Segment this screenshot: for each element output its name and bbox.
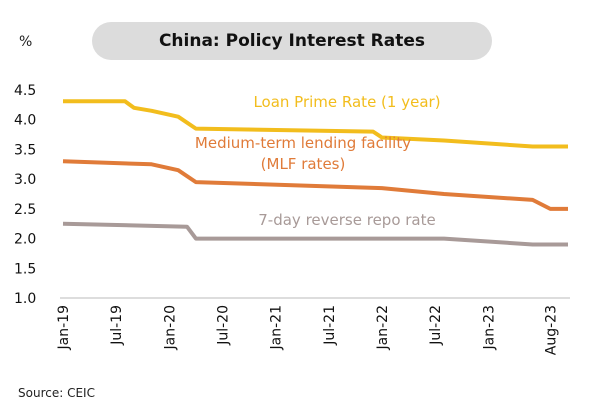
y-tick-label: 3.5	[14, 142, 36, 158]
source-note: Source: CEIC	[18, 386, 95, 400]
series-label-0: Loan Prime Rate (1 year)	[253, 93, 440, 111]
y-tick-label: 4.5	[14, 83, 36, 99]
series-line-1	[62, 159, 568, 211]
series-line-2	[62, 221, 568, 247]
y-tick-label: 4.0	[14, 113, 36, 129]
y-tick-label: 2.0	[14, 232, 36, 248]
series-label-1: Medium-term lending facility	[195, 134, 411, 152]
x-tick-label: Jan-19	[56, 305, 72, 350]
y-tick-label: 3.0	[14, 172, 36, 188]
chart-title: China: Policy Interest Rates	[158, 31, 426, 51]
series-labels: Loan Prime Rate (1 year) Medium-term lend…	[195, 93, 441, 229]
x-tick-label: Jan-22	[375, 305, 391, 350]
x-tick-label: Jul-22	[428, 305, 444, 346]
x-tick-label: Jul-19	[109, 305, 125, 346]
y-tick-label: 1.5	[14, 261, 36, 277]
chart-title-background	[92, 22, 492, 60]
series-label-2: 7-day reverse repo rate	[258, 211, 435, 229]
x-tick-label: Jul-20	[215, 305, 231, 346]
x-tick-label: Jul-21	[322, 305, 338, 346]
series-line-0	[63, 99, 568, 149]
y-tick-label: 2.5	[14, 202, 36, 218]
series-lines	[62, 99, 568, 247]
y-tick-label: 1.0	[14, 291, 36, 307]
x-axis-ticks: Jan-19 Jul-19 Jan-20 Jul-20 Jan-21 Jul-21 Jan-…	[56, 305, 559, 355]
y-axis-unit: %	[19, 34, 33, 50]
series-label-1: (MLF rates)	[261, 155, 346, 173]
x-tick-label: Jan-20	[162, 305, 178, 350]
x-tick-label: Jan-23	[481, 305, 497, 350]
x-tick-label: Aug-23	[543, 305, 559, 355]
x-tick-label: Jan-21	[269, 305, 285, 350]
y-axis-ticks: 4.5 4.0 3.5 3.0 2.5 2.0 1.5 1.0	[14, 83, 36, 307]
